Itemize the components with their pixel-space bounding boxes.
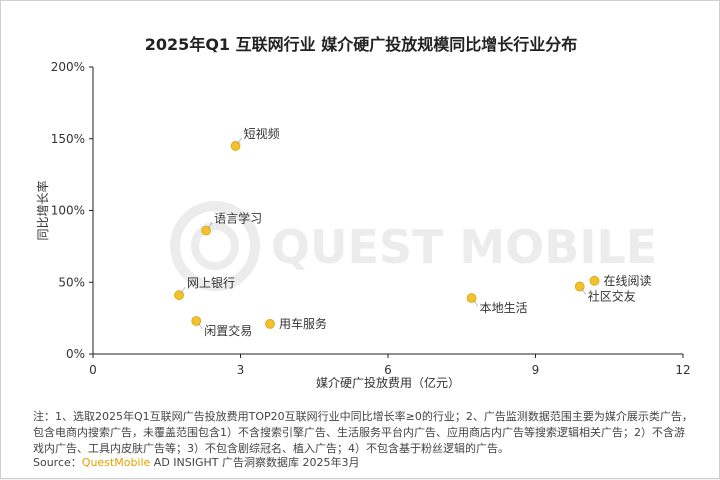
data-point-label: 本地生活	[480, 301, 528, 315]
source-brand: QuestMobile	[81, 456, 151, 469]
data-point	[589, 275, 600, 286]
x-tick-label: 6	[384, 363, 392, 377]
data-point	[174, 290, 184, 301]
data-point-label: 网上银行	[187, 276, 235, 290]
x-tick-label: 3	[237, 363, 245, 377]
watermark-text: QUEST MOBILE	[271, 220, 657, 274]
label-leader-line	[237, 137, 242, 145]
y-tick-label: 50%	[58, 275, 85, 289]
y-tick-label: 150%	[51, 132, 85, 146]
chart-title: 2025年Q1 互联网行业 媒介硬广投放规模同比增长行业分布	[144, 35, 578, 54]
label-leader-line	[207, 222, 213, 229]
data-point-label: 在线阅读	[604, 274, 652, 288]
label-leader-line	[581, 288, 586, 295]
label-leader-line	[180, 286, 186, 294]
data-point-label: 闲置交易	[204, 323, 252, 338]
data-point-label: 短视频	[244, 126, 280, 141]
x-tick-label: 9	[532, 363, 540, 377]
data-point	[191, 316, 202, 326]
data-point-label: 社区交友	[588, 289, 636, 304]
data-point	[574, 281, 585, 292]
x-tick-label: 0	[89, 363, 97, 377]
x-tick-label: 12	[675, 363, 690, 377]
chart-source: Source：QuestMobile AD INSIGHT 广告洞察数据库 20…	[33, 456, 360, 470]
chart-note: 注：1、选取2025年Q1互联网广告投放费用TOP20互联网行业中同比增长率≥0…	[33, 410, 693, 455]
y-axis-label: 同比增长率	[35, 180, 50, 240]
y-tick-label: 200%	[51, 60, 85, 74]
data-point	[230, 141, 241, 151]
source-prefix: Source：	[33, 456, 82, 469]
label-leader-line	[198, 322, 203, 330]
y-tick-label: 100%	[51, 204, 85, 218]
questmobile-watermark: QUEST MOBILE	[170, 201, 657, 291]
y-tick-label: 0%	[66, 347, 85, 361]
x-axis-label: 媒介硬广投放费用（亿元）	[316, 375, 460, 390]
data-point	[466, 293, 477, 303]
data-point-label: 语言学习	[214, 211, 262, 226]
data-point	[265, 318, 275, 329]
source-rest: AD INSIGHT 广告洞察数据库 2025年3月	[150, 456, 360, 469]
data-point	[201, 225, 211, 236]
label-leader-line	[473, 299, 478, 307]
data-point-label: 用车服务	[279, 316, 327, 331]
